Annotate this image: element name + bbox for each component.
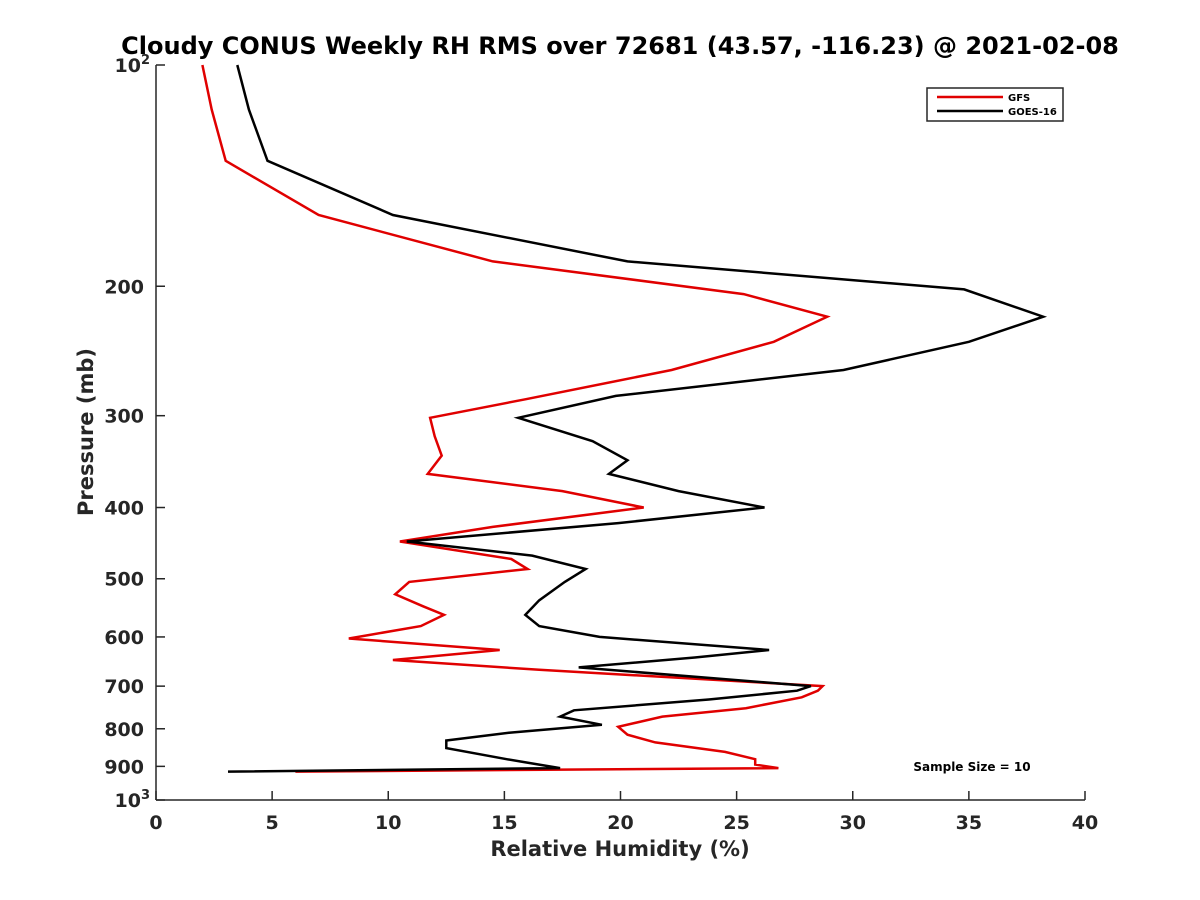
y-tick-label: 200: [104, 276, 144, 298]
plot-frame: [156, 65, 1085, 800]
y-tick-label: 102: [115, 53, 151, 77]
x-tick-label: 15: [491, 812, 517, 834]
x-tick-label: 25: [723, 812, 749, 834]
legend-label-gfs: GFS: [1008, 93, 1030, 104]
legend-box: [926, 87, 1064, 122]
x-tick-label: 5: [266, 812, 279, 834]
x-tick-label: 40: [1072, 812, 1098, 834]
y-tick-label: 103: [115, 788, 151, 812]
y-tick-label: 600: [104, 627, 144, 649]
y-tick-label: 800: [104, 719, 144, 741]
x-tick-label: 30: [840, 812, 866, 834]
y-tick-label: 500: [104, 569, 144, 591]
chart-title: Cloudy CONUS Weekly RH RMS over 72681 (4…: [121, 32, 1119, 60]
x-tick-label: 0: [149, 812, 162, 834]
series-line-gfs: [201, 64, 831, 773]
legend: GFS GOES-16: [926, 87, 1064, 122]
x-tick-label: 35: [956, 812, 982, 834]
legend-label-goes-16: GOES-16: [1008, 107, 1057, 118]
y-tick-label: 400: [104, 498, 144, 520]
y-tick-label: 300: [104, 406, 144, 428]
x-axis-label: Relative Humidity (%): [490, 837, 749, 861]
series-line-goes-16: [227, 64, 1048, 773]
sample-size-annotation: Sample Size = 10: [913, 760, 1030, 774]
x-tick-label: 10: [375, 812, 401, 834]
y-tick-label: 900: [104, 756, 144, 778]
y-tick-label: 700: [104, 676, 144, 698]
x-tick-label: 20: [607, 812, 633, 834]
y-axis-label: Pressure (mb): [74, 348, 98, 516]
